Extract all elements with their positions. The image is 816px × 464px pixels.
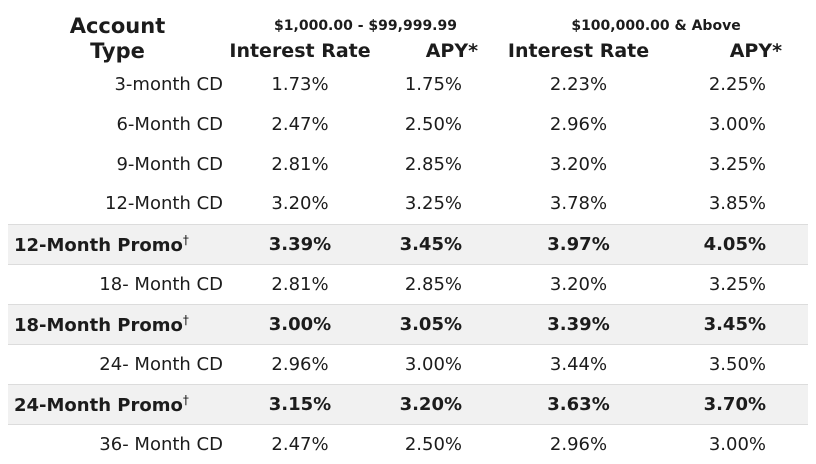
- account-name-text: 18-Month Promo: [14, 314, 183, 336]
- tier2-interest-rate-cell: 3.44%: [549, 353, 608, 375]
- tier1-interest-rate-cell: 1.73%: [271, 73, 329, 95]
- tier1-interest-rate-cell: 3.39%: [227, 223, 373, 265]
- tier2-interest-rate-cell: 3.20%: [549, 153, 608, 175]
- tier2-interest-rate-header: Interest Rate: [507, 40, 650, 62]
- tier2-apy-cell: 3.70%: [653, 383, 809, 425]
- tier2-apy-header: APY*: [729, 40, 783, 62]
- tier2-interest-rate-cell: 2.96%: [549, 113, 608, 135]
- tier1-interest-rate-cell: 3.00%: [227, 303, 373, 345]
- account-name-text: 12-Month CD: [105, 193, 223, 215]
- table-row: 18- Month CD 2.81% 2.85% 3.20% 3.25%: [8, 264, 808, 304]
- promo-row: 24-Month Promo† 3.15% 3.20% 3.63% 3.70%: [8, 383, 809, 425]
- tier2-interest-rate-cell: 3.63%: [504, 383, 654, 425]
- tier1-apy-cell: 3.20%: [373, 383, 505, 425]
- dagger-footnote-mark: †: [182, 312, 189, 327]
- header-row-tiers: Account Type $1,000.00 - $99,999.99 $100…: [8, 0, 808, 63]
- tier2-interest-rate-cell: 3.78%: [549, 193, 608, 215]
- tier2-apy-cell: 3.45%: [653, 303, 809, 345]
- table-header: Account Type $1,000.00 - $99,999.99 $100…: [8, 0, 808, 64]
- tier1-interest-rate-cell: 2.47%: [271, 433, 329, 455]
- account-name-text: 36- Month CD: [99, 433, 223, 455]
- table-row: 36- Month CD 2.47% 2.50% 2.96% 3.00%: [8, 424, 808, 464]
- tier1-interest-rate-cell: 2.81%: [271, 273, 329, 295]
- table-row: 24- Month CD 2.96% 3.00% 3.44% 3.50%: [8, 344, 808, 384]
- account-name: 12-Month Promo†: [8, 223, 227, 265]
- dagger-footnote-mark: †: [182, 392, 189, 407]
- account-name: 18- Month CD: [8, 264, 227, 304]
- tier1-interest-rate-cell: 3.20%: [271, 193, 329, 215]
- account-name-text: 18- Month CD: [99, 273, 223, 295]
- account-name-text: 3-month CD: [114, 73, 223, 95]
- tier1-apy-cell: 3.05%: [373, 303, 505, 345]
- tier2-apy-cell: 2.25%: [708, 73, 767, 95]
- account-name-text: 12-Month Promo: [14, 234, 183, 256]
- account-name-text: 24- Month CD: [99, 353, 223, 375]
- tier2-apy-cell: 3.25%: [708, 273, 767, 295]
- tier1-interest-rate-cell: 2.96%: [271, 353, 329, 375]
- account-name: 3-month CD: [8, 64, 227, 104]
- rate-rows: 3-month CD 1.73% 1.75% 2.23% 2.25% 6-Month CD…: [8, 64, 809, 464]
- tier1-interest-rate-header: Interest Rate: [229, 40, 371, 62]
- tier1-apy-cell: 1.75%: [404, 73, 463, 95]
- account-name: 36- Month CD: [8, 424, 227, 464]
- tier1-apy-cell: 2.50%: [404, 433, 463, 455]
- tier1-interest-rate-cell: 3.15%: [227, 383, 373, 425]
- tier2-apy-cell: 3.50%: [708, 353, 767, 375]
- table-row: 6-Month CD 2.47% 2.50% 2.96% 3.00%: [8, 104, 808, 144]
- tier2-interest-rate-cell: 3.97%: [504, 223, 654, 265]
- account-name: 9-Month CD: [8, 144, 227, 184]
- promo-row: 12-Month Promo† 3.39% 3.45% 3.97% 4.05%: [8, 223, 809, 265]
- table-row: 9-Month CD 2.81% 2.85% 3.20% 3.25%: [8, 144, 808, 184]
- header-row-columns: Interest Rate APY* Interest Rate APY*: [8, 38, 808, 64]
- tier1-apy-cell: 3.25%: [404, 193, 463, 215]
- table-row: 3-month CD 1.73% 1.75% 2.23% 2.25%: [8, 64, 808, 104]
- account-name: 24- Month CD: [8, 344, 227, 384]
- tier1-apy-cell: 3.00%: [404, 353, 463, 375]
- tier1-apy-cell: 3.45%: [373, 223, 505, 265]
- tier1-apy-cell: 2.85%: [404, 273, 463, 295]
- tier2-interest-rate-cell: 2.23%: [549, 73, 608, 95]
- promo-row: 18-Month Promo† 3.00% 3.05% 3.39% 3.45%: [8, 303, 809, 345]
- tier1-header: $1,000.00 - $99,999.99: [274, 18, 457, 34]
- account-name-text: 9-Month CD: [116, 153, 223, 175]
- tier1-interest-rate-cell: 2.81%: [271, 153, 329, 175]
- account-type-line2: Type: [90, 39, 145, 63]
- account-name: 12-Month CD: [8, 184, 227, 224]
- tier2-apy-cell: 3.25%: [708, 153, 767, 175]
- tier2-header: $100,000.00 & Above: [571, 18, 741, 34]
- tier1-apy-cell: 2.85%: [404, 153, 463, 175]
- tier1-apy-header: APY*: [425, 40, 479, 62]
- account-name-text: 6-Month CD: [116, 113, 223, 135]
- dagger-footnote-mark: †: [182, 232, 189, 247]
- tier2-apy-cell: 3.00%: [708, 113, 767, 135]
- cd-rates-table: Account Type $1,000.00 - $99,999.99 $100…: [8, 0, 809, 464]
- tier2-apy-cell: 3.85%: [708, 193, 767, 215]
- tier1-apy-cell: 2.50%: [404, 113, 463, 135]
- tier2-interest-rate-cell: 3.39%: [504, 303, 654, 345]
- tier2-interest-rate-cell: 3.20%: [549, 273, 608, 295]
- tier1-interest-rate-cell: 2.47%: [271, 113, 329, 135]
- tier2-apy-cell: 4.05%: [653, 223, 809, 265]
- account-name: 24-Month Promo†: [8, 383, 227, 425]
- table-row: 12-Month CD 3.20% 3.25% 3.78% 3.85%: [8, 184, 808, 224]
- account-name-text: 24-Month Promo: [14, 394, 183, 416]
- account-name: 18-Month Promo†: [8, 303, 227, 345]
- tier2-interest-rate-cell: 2.96%: [549, 433, 608, 455]
- account-name: 6-Month CD: [8, 104, 227, 144]
- account-type-line1: Account: [69, 14, 166, 38]
- account-type-header: Account Type: [8, 0, 227, 64]
- tier2-apy-cell: 3.00%: [708, 433, 767, 455]
